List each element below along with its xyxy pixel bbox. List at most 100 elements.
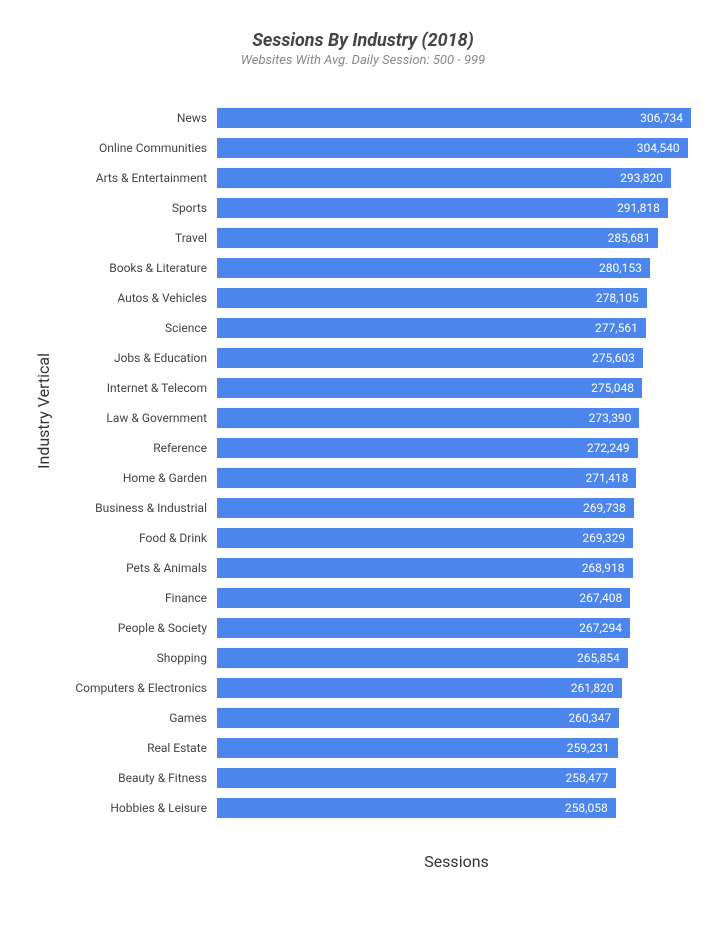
bar-track: 273,390 [217, 408, 696, 428]
bar-track: 260,347 [217, 708, 696, 728]
category-label: News [57, 112, 217, 125]
bar: 271,418 [217, 468, 636, 488]
chart-container: Sessions By Industry (2018) Websites Wit… [0, 0, 726, 928]
bar-value-label: 268,918 [582, 561, 625, 575]
category-label: Food & Drink [57, 532, 217, 545]
bar-row: Jobs & Education 275,603 [57, 348, 696, 368]
bar-value-label: 271,418 [586, 471, 629, 485]
bar: 260,347 [217, 708, 619, 728]
bar-row: Pets & Animals 268,918 [57, 558, 696, 578]
bar-value-label: 258,477 [566, 771, 609, 785]
bar-row: Online Communities304,540 [57, 138, 696, 158]
category-label: Shopping [57, 652, 217, 665]
category-label: Pets & Animals [57, 562, 217, 575]
category-label: Home & Garden [57, 472, 217, 485]
category-label: Hobbies & Leisure [57, 802, 217, 815]
bar-value-label: 291,818 [617, 201, 660, 215]
bars-wrap: News306,734 Online Communities304,540 Arts… [57, 106, 696, 836]
bar: 269,329 [217, 528, 633, 548]
category-label: Computers & Electronics [57, 682, 217, 695]
bar-row: Law & Government273,390 [57, 408, 696, 428]
bar-value-label: 285,681 [608, 231, 651, 245]
x-axis-title: Sessions [217, 852, 696, 871]
category-label: Travel [57, 232, 217, 245]
bar-track: 293,820 [217, 168, 696, 188]
bar-row: Business & Industrial 269,738 [57, 498, 696, 518]
bar-track: 278,105 [217, 288, 696, 308]
bar-value-label: 267,294 [579, 621, 622, 635]
bar-track: 277,561 [217, 318, 696, 338]
category-label: Internet & Telecom [57, 382, 217, 395]
bar-row: Computers & Electronics261,820 [57, 678, 696, 698]
category-label: Arts & Entertainment [57, 172, 217, 185]
bar: 304,540 [217, 138, 688, 158]
bar-value-label: 269,738 [583, 501, 626, 515]
bar-row: People & Society 267,294 [57, 618, 696, 638]
plot-area: Industry Vertical News306,734 Online Comm… [30, 106, 696, 836]
bar-row: Food & Drink 269,329 [57, 528, 696, 548]
bar: 267,294 [217, 618, 630, 638]
y-axis-title: Industry Vertical [30, 353, 57, 469]
bar-track: 259,231 [217, 738, 696, 758]
bar-track: 275,048 [217, 378, 696, 398]
bar-track: 258,477 [217, 768, 696, 788]
bar-value-label: 275,603 [592, 351, 635, 365]
bar: 258,477 [217, 768, 616, 788]
bar-track: 306,734 [217, 108, 696, 128]
bar-track: 304,540 [217, 138, 696, 158]
bar-track: 272,249 [217, 438, 696, 458]
bar: 272,249 [217, 438, 638, 458]
category-label: Jobs & Education [57, 352, 217, 365]
category-label: Beauty & Fitness [57, 772, 217, 785]
bar-row: Travel 285,681 [57, 228, 696, 248]
bar-track: 280,153 [217, 258, 696, 278]
bar-track: 269,738 [217, 498, 696, 518]
bar-row: Shopping 265,854 [57, 648, 696, 668]
bar-track: 285,681 [217, 228, 696, 248]
bar: 275,603 [217, 348, 643, 368]
bar-track: 267,408 [217, 588, 696, 608]
bar-value-label: 280,153 [599, 261, 642, 275]
category-label: People & Society [57, 622, 217, 635]
bar: 258,058 [217, 798, 616, 818]
bars-region: News306,734 Online Communities304,540 Arts… [57, 106, 696, 818]
bar-row: Home & Garden 271,418 [57, 468, 696, 488]
bar: 277,561 [217, 318, 646, 338]
bar-track: 261,820 [217, 678, 696, 698]
bar: 291,818 [217, 198, 668, 218]
bar-value-label: 275,048 [591, 381, 634, 395]
category-label: Law & Government [57, 412, 217, 425]
bar-row: Arts & Entertainment293,820 [57, 168, 696, 188]
bar: 259,231 [217, 738, 618, 758]
bar-track: 275,603 [217, 348, 696, 368]
bar-value-label: 267,408 [579, 591, 622, 605]
category-label: Science [57, 322, 217, 335]
bar-value-label: 277,561 [595, 321, 638, 335]
bar-row: Beauty & Fitness 258,477 [57, 768, 696, 788]
bar-row: Real Estate259,231 [57, 738, 696, 758]
bar-value-label: 269,329 [582, 531, 625, 545]
bar: 273,390 [217, 408, 639, 428]
bar-row: Finance 267,408 [57, 588, 696, 608]
bar-row: Books & Literature280,153 [57, 258, 696, 278]
bar: 278,105 [217, 288, 647, 308]
bar-value-label: 278,105 [596, 291, 639, 305]
bar-value-label: 265,854 [577, 651, 620, 665]
bar-row: Science 277,561 [57, 318, 696, 338]
bar-track: 268,918 [217, 558, 696, 578]
bar-row: Sports291,818 [57, 198, 696, 218]
category-label: Business & Industrial [57, 502, 217, 515]
bar-track: 258,058 [217, 798, 696, 818]
bar-value-label: 258,058 [565, 801, 608, 815]
bar: 269,738 [217, 498, 634, 518]
bar: 285,681 [217, 228, 658, 248]
category-label: Finance [57, 592, 217, 605]
bar: 268,918 [217, 558, 633, 578]
bar-row: Internet & Telecom 275,048 [57, 378, 696, 398]
category-label: Real Estate [57, 742, 217, 755]
bar-track: 265,854 [217, 648, 696, 668]
bar-track: 267,294 [217, 618, 696, 638]
category-label: Games [57, 712, 217, 725]
bar-track: 269,329 [217, 528, 696, 548]
bar: 267,408 [217, 588, 630, 608]
